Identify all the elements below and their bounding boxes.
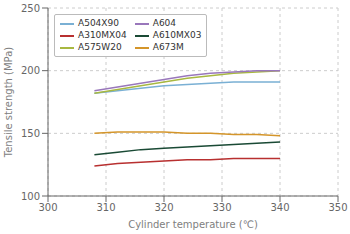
html-text:A673M: A673M: [152, 42, 184, 52]
svg-text:330: 330: [212, 202, 231, 213]
svg-text:340: 340: [270, 202, 289, 213]
svg-text:Tensile strength (MPa): Tensile strength (MPa): [8, 47, 14, 159]
html-text:A610MX03: A610MX03: [152, 30, 202, 40]
html-text:A604: A604: [152, 18, 177, 28]
svg-text:150: 150: [21, 128, 40, 139]
html-text:A575W20: A575W20: [78, 42, 122, 52]
svg-text:300: 300: [38, 202, 57, 213]
svg-text:200: 200: [21, 65, 40, 76]
svg-text:320: 320: [154, 202, 173, 213]
html-text:A310MX04: A310MX04: [78, 30, 127, 40]
svg-text:350: 350: [328, 202, 342, 213]
svg-text:100: 100: [21, 191, 40, 202]
svg-text:Cylinder temperature (℃): Cylinder temperature (℃): [128, 219, 258, 230]
svg-text:310: 310: [96, 202, 115, 213]
html-text:A504X90: A504X90: [78, 18, 119, 28]
svg-text:250: 250: [21, 3, 40, 14]
